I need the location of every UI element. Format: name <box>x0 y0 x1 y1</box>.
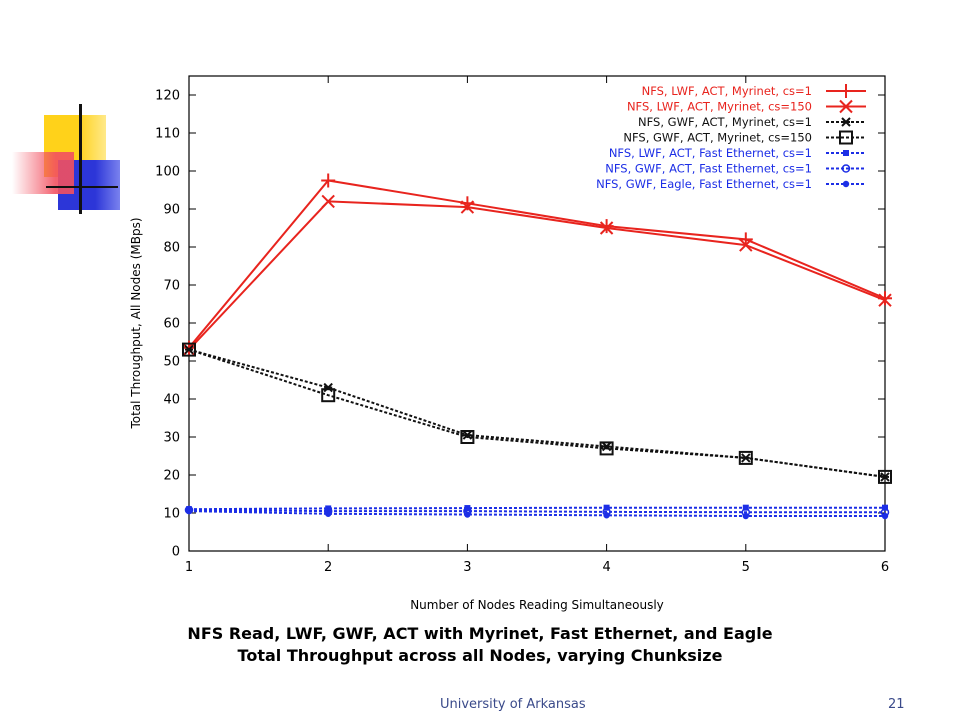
legend-marker <box>839 130 853 145</box>
data-point <box>599 221 614 235</box>
data-point <box>881 512 889 520</box>
y-tick-label: 10 <box>163 507 180 522</box>
y-tick-label: 50 <box>163 355 180 370</box>
y-tick-label: 20 <box>163 469 180 484</box>
x-tick-label: 1 <box>185 560 193 575</box>
data-point <box>742 512 749 520</box>
data-point <box>599 441 614 456</box>
legend-marker <box>842 180 850 188</box>
series-layer <box>182 173 892 520</box>
series-line <box>188 348 886 478</box>
data-point <box>321 194 335 209</box>
data-point <box>882 504 888 511</box>
series-1 <box>182 173 892 355</box>
legend-marker <box>843 150 849 156</box>
x-tick-label: 2 <box>324 560 332 575</box>
data-point <box>739 238 753 252</box>
plot-border <box>188 75 886 552</box>
legend-marker <box>841 164 851 173</box>
data-point <box>464 511 471 518</box>
y-axis-ticks: 0 10 20 30 40 50 60 70 80 90 100 110 120 <box>155 89 885 560</box>
deco-vertical-line <box>79 104 82 214</box>
data-point <box>460 430 475 444</box>
series-2 <box>182 194 892 357</box>
series-line <box>188 179 886 349</box>
legend-marker <box>839 99 853 114</box>
data-point <box>325 510 332 517</box>
x-tick-label: 3 <box>463 560 471 575</box>
data-point <box>182 342 196 357</box>
page-number: 21 <box>888 697 905 712</box>
data-point <box>185 507 193 515</box>
caption-line-1: NFS Read, LWF, GWF, ACT with Myrinet, Fa… <box>187 624 773 643</box>
y-tick-label: 100 <box>155 165 180 180</box>
deco-horizontal-line <box>46 186 118 188</box>
legend-label: NFS, GWF, Eagle, Fast Ethernet, cs=1 <box>596 177 812 191</box>
series-line <box>188 506 885 511</box>
footer-org: University of Arkansas <box>440 697 586 712</box>
x-axis-label: Number of Nodes Reading Simultaneously <box>410 598 664 612</box>
data-point <box>321 388 336 403</box>
caption-line-2: Total Throughput across all Nodes, varyi… <box>237 646 723 665</box>
legend-label: NFS, LWF, ACT, Myrinet, cs=150 <box>627 100 812 114</box>
y-tick-label: 40 <box>163 393 180 408</box>
y-tick-label: 0 <box>172 545 180 560</box>
data-point <box>742 504 749 511</box>
y-tick-label: 70 <box>163 279 180 294</box>
series-7 <box>185 507 889 520</box>
legend-label: NFS, LWF, ACT, Fast Ethernet, cs=1 <box>609 146 812 160</box>
series-line <box>188 510 885 517</box>
data-point <box>460 200 475 214</box>
y-tick-label: 30 <box>163 431 180 446</box>
y-tick-label: 80 <box>163 241 180 256</box>
series-4 <box>182 342 892 484</box>
y-tick-label: 110 <box>155 127 180 142</box>
x-tick-label: 6 <box>881 560 889 575</box>
y-tick-label: 90 <box>163 203 180 218</box>
y-tick-label: 120 <box>155 89 180 104</box>
data-point <box>878 469 892 484</box>
series-3 <box>184 344 890 482</box>
x-tick-label: 4 <box>602 560 610 575</box>
data-point <box>738 450 753 465</box>
data-point <box>325 505 332 512</box>
legend-label: NFS, GWF, ACT, Fast Ethernet, cs=1 <box>605 162 812 176</box>
x-axis-ticks: 1 2 3 4 5 6 <box>185 76 889 575</box>
legend-label: NFS, GWF, ACT, Myrinet, cs=1 <box>638 115 812 129</box>
series-line <box>188 348 886 478</box>
data-point <box>878 293 892 307</box>
y-axis-label: Total Throughput, All Nodes (MBps) <box>129 217 143 429</box>
legend-label: NFS, LWF, ACT, Myrinet, cs=1 <box>642 84 812 98</box>
data-point <box>603 512 610 519</box>
series-line <box>188 509 885 514</box>
legend: NFS, LWF, ACT, Myrinet, cs=1 NFS, LWF, AC… <box>596 84 866 191</box>
legend-label: NFS, GWF, ACT, Myrinet, cs=150 <box>623 131 812 145</box>
y-tick-label: 60 <box>163 317 180 332</box>
series-line <box>188 200 886 351</box>
plot-frame <box>188 75 886 552</box>
x-tick-label: 5 <box>742 560 750 575</box>
